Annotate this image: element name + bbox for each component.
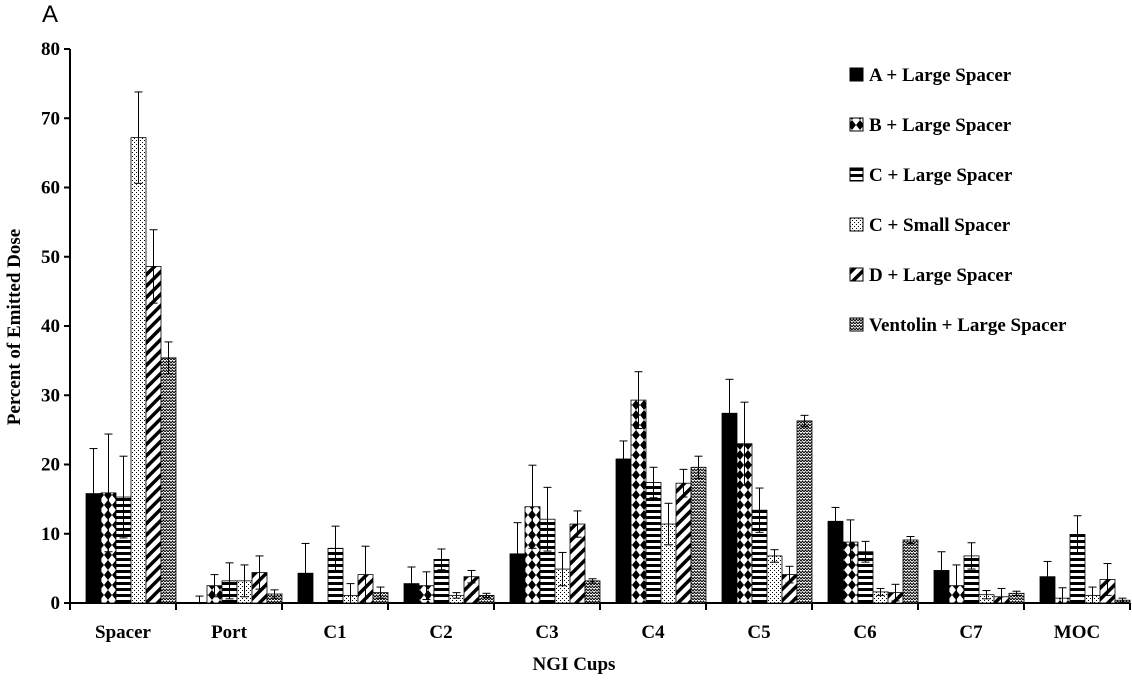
x-tick-label: Spacer — [95, 622, 152, 643]
y-tick-label: 10 — [41, 524, 60, 545]
legend-swatch — [849, 167, 864, 182]
legend-swatch — [849, 67, 864, 82]
y-axis: 0 10 20 30 40 50 60 70 80 — [41, 39, 71, 614]
legend-label: B + Large Spacer — [869, 115, 1012, 136]
y-tick-label: 70 — [41, 108, 60, 129]
bar — [615, 458, 632, 604]
legend-label: A + Large Spacer — [869, 65, 1012, 86]
y-tick-label: 60 — [41, 178, 60, 199]
y-tick-label: 0 — [51, 593, 61, 614]
x-tick-label: C3 — [535, 622, 558, 643]
y-tick-label: 30 — [41, 385, 60, 406]
bar — [675, 482, 692, 604]
bar — [130, 137, 147, 604]
legend-swatch — [849, 317, 864, 332]
bar — [690, 466, 707, 604]
legend: A + Large Spacer B + Large Spacer C + Larg… — [849, 65, 1067, 336]
legend-label: D + Large Spacer — [869, 265, 1013, 286]
bar — [145, 266, 162, 604]
legend-swatch — [849, 217, 864, 232]
y-tick-label: 20 — [41, 455, 60, 476]
legend-swatch — [849, 117, 864, 132]
bar — [584, 580, 601, 604]
x-tick-label: C7 — [959, 622, 983, 643]
legend-swatch — [849, 267, 864, 282]
x-tick-label: C1 — [323, 622, 346, 643]
bar — [796, 420, 813, 604]
x-tick-label: Port — [211, 622, 248, 643]
bar — [645, 482, 662, 604]
x-tick-label: C4 — [641, 622, 665, 643]
legend-label: C + Large Spacer — [869, 165, 1013, 186]
bars-group — [85, 91, 1131, 604]
x-axis: Spacer Port C1 C2 C3 C4 C5 C6 C7 MOC — [69, 602, 1131, 643]
y-tick-label: 50 — [41, 247, 60, 268]
bar — [160, 357, 177, 604]
bar — [902, 539, 919, 604]
x-tick-label: C2 — [429, 622, 452, 643]
panel-label: A — [42, 1, 58, 28]
y-tick-label: 40 — [41, 316, 60, 337]
x-tick-label: MOC — [1054, 622, 1100, 643]
legend-label: Ventolin + Large Spacer — [869, 315, 1067, 336]
y-tick-label: 80 — [41, 39, 60, 60]
x-axis-title: NGI Cups — [533, 654, 616, 675]
bar — [630, 399, 647, 604]
y-axis-title: Percent of Emitted Dose — [4, 229, 25, 425]
bar — [766, 555, 783, 604]
x-tick-label: C5 — [747, 622, 770, 643]
x-tick-label: C6 — [853, 622, 876, 643]
legend-label: C + Small Spacer — [869, 215, 1011, 236]
